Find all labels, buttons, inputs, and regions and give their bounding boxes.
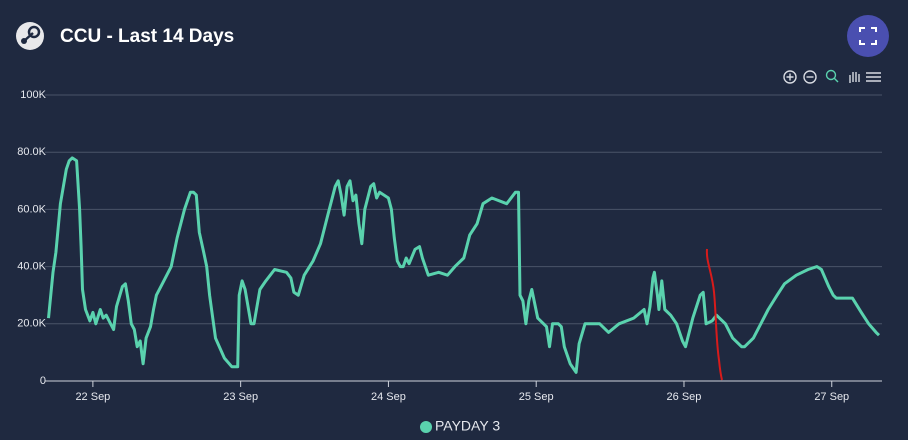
hand-drawn-annotation xyxy=(705,248,723,381)
legend[interactable]: PAYDAY 3 xyxy=(420,418,500,434)
series-line xyxy=(47,156,881,374)
y-tick-label: 100K xyxy=(20,89,46,101)
y-tick-label: 60.0K xyxy=(17,203,46,215)
x-tick-label: 27 Sep xyxy=(814,391,849,403)
axes: 0 20.0K 40.0K 60.0K 80.0K 100K 22 Sep 23 Sep 24 … xyxy=(17,89,882,403)
chart-title: CCU - Last 14 Days xyxy=(60,26,234,47)
legend-label: PAYDAY 3 xyxy=(435,418,500,434)
y-tick-label: 0 xyxy=(40,375,46,387)
legend-marker xyxy=(420,421,432,433)
x-tick-label: 25 Sep xyxy=(519,391,554,403)
x-tick-label: 23 Sep xyxy=(223,391,258,403)
y-tick-label: 40.0K xyxy=(17,261,46,273)
x-tick-label: 26 Sep xyxy=(667,391,702,403)
x-tick-label: 22 Sep xyxy=(75,391,110,403)
y-tick-label: 80.0K xyxy=(17,146,46,158)
x-tick-label: 24 Sep xyxy=(371,391,406,403)
steam-logo xyxy=(16,22,44,50)
y-tick-label: 20.0K xyxy=(17,318,46,330)
fullscreen-button[interactable] xyxy=(847,15,889,57)
toolbar[interactable] xyxy=(783,69,881,84)
